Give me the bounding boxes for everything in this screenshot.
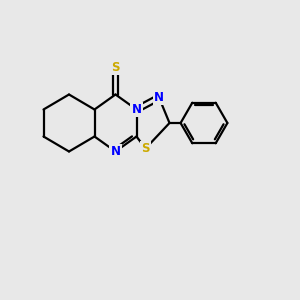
Text: N: N [110,145,121,158]
Text: S: S [111,61,120,74]
Text: N: N [154,91,164,104]
Text: S: S [141,142,150,155]
Text: N: N [131,103,142,116]
